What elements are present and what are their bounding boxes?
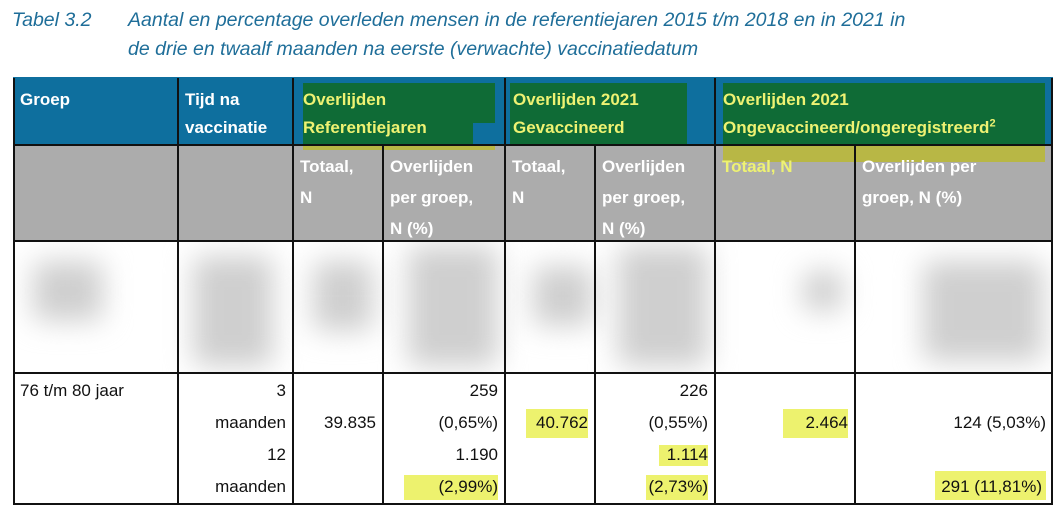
header-tijd-line2: vaccinatie	[185, 118, 268, 137]
header-groep: Groep	[20, 90, 71, 109]
header-vac-line2: Gevaccineerd	[513, 118, 625, 137]
caption-label: Tabel 3.2	[12, 9, 92, 31]
yellow-highlight	[303, 145, 495, 150]
caption-line2: de drie en twaalf maanden na eerste (ver…	[128, 38, 699, 60]
divider	[382, 145, 384, 505]
divider	[504, 78, 506, 505]
cell-unvac-pct: 124 (5,03%) 291 (11,81%)	[855, 373, 1053, 505]
footnote-marker: 2	[989, 117, 996, 130]
cell-groep: 76 t/m 80 jaar	[13, 373, 178, 505]
divider	[13, 240, 1053, 242]
yellow-highlight	[723, 145, 1045, 162]
sub-vac-totaal-2: N	[512, 188, 525, 207]
divider	[854, 145, 856, 505]
header-tijd-line1: Tijd na	[185, 90, 240, 109]
divider	[13, 372, 1053, 374]
sub-unvac-pct-2: groep, N (%)	[862, 188, 963, 207]
green-highlight	[510, 83, 687, 145]
sub-vac-pct-2: per groep,	[602, 188, 686, 207]
table-caption: Tabel 3.2 Aantal en percentage overleden …	[12, 6, 905, 64]
divider	[13, 503, 1053, 505]
sub-ref-totaal-1: Totaal,	[300, 157, 354, 176]
sub-ref-pct-2: per groep,	[390, 188, 474, 207]
sub-ref-totaal-2: N	[300, 188, 313, 207]
green-highlight	[723, 83, 1045, 145]
sub-ref-pct-3: N (%)	[390, 219, 434, 238]
data-table: Groep Tijd na vaccinatie Overlijden Refe…	[13, 77, 1053, 505]
header-ref-line1: Overlijden	[303, 90, 387, 109]
caption-line1: Aantal en percentage overleden mensen in…	[128, 9, 906, 31]
divider	[13, 77, 1053, 79]
sub-vac-pct-1: Overlijden	[602, 157, 686, 176]
redacted-row	[13, 241, 1053, 373]
divider	[177, 78, 179, 505]
divider	[293, 144, 1053, 146]
green-highlight	[303, 116, 473, 146]
cell-unvac-totaal: 2.464	[715, 373, 855, 505]
divider	[292, 78, 294, 505]
cell-tijd: 3 maanden 12 maanden	[178, 373, 293, 505]
sub-vac-pct-3: N (%)	[602, 219, 646, 238]
sub-unvac-totaal: Totaal, N	[722, 157, 793, 176]
header-unvac-line2: Ongevaccineerd/ongeregistreerd2	[723, 117, 996, 137]
divider	[13, 78, 15, 505]
cell-ref-pct: 259 (0,65%) 1.190 (2,99%)	[383, 373, 505, 505]
sub-unvac-pct-1: Overlijden per	[862, 157, 977, 176]
header-unvac-line1: Overlijden 2021	[723, 90, 849, 109]
header-ref-line2: Referentiejaren	[303, 118, 427, 137]
divider	[714, 78, 716, 505]
cell-ref-totaal: 39.835	[293, 373, 383, 505]
cell-vac-pct: 226 (0,55%) 1.114 (2,73%)	[595, 373, 715, 505]
sub-ref-pct-1: Overlijden	[390, 157, 474, 176]
sub-vac-totaal-1: Totaal,	[512, 157, 566, 176]
header-vac-line1: Overlijden 2021	[513, 90, 639, 109]
divider	[1051, 78, 1053, 505]
divider	[594, 145, 596, 505]
cell-vac-totaal: 40.762	[505, 373, 595, 505]
